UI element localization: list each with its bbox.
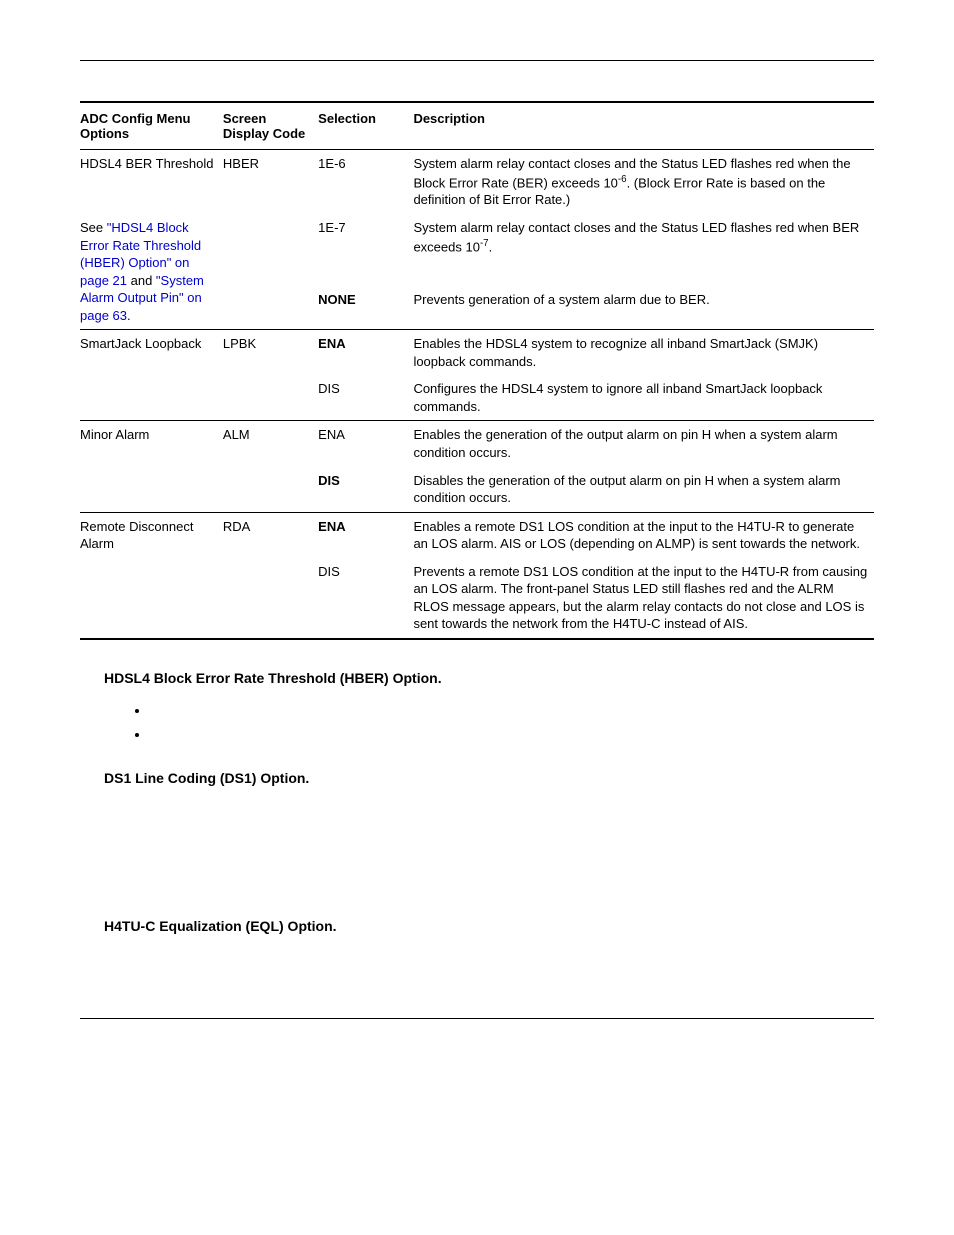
cell-option: SmartJack Loopback (80, 330, 223, 376)
section-heading-eql: H4TU-C Equalization (EQL) Option. (104, 918, 874, 934)
cell-display-code (223, 286, 318, 330)
bullet-item (150, 702, 874, 718)
cell-description: Disables the generation of the output al… (413, 467, 874, 513)
table-group: Minor AlarmALMENAEnables the generation … (80, 421, 874, 512)
cell-option (80, 467, 223, 513)
cell-description: Enables a remote DS1 LOS condition at th… (413, 512, 874, 558)
cell-selection: 1E-6 (318, 150, 413, 214)
bullet-list-hber (150, 702, 874, 742)
cell-selection: DIS (318, 467, 413, 513)
cell-display-code: HBER (223, 150, 318, 214)
cell-selection: ENA (318, 512, 413, 558)
cell-selection: 1E-7 (318, 214, 413, 286)
header-display-code: Screen Display Code (223, 102, 318, 150)
top-horizontal-rule (80, 60, 874, 61)
cell-display-code: RDA (223, 512, 318, 558)
cell-description: System alarm relay contact closes and th… (413, 150, 874, 214)
cell-description: Enables the HDSL4 system to recognize al… (413, 330, 874, 376)
header-options: ADC Config Menu Options (80, 102, 223, 150)
table-row: HDSL4 BER ThresholdHBER1E-6System alarm … (80, 150, 874, 214)
cell-selection: DIS (318, 375, 413, 421)
table-header-row: ADC Config Menu Options Screen Display C… (80, 102, 874, 150)
table-row: SmartJack LoopbackLPBKENAEnables the HDS… (80, 330, 874, 376)
table-row: See "HDSL4 Block Error Rate Threshold (H… (80, 214, 874, 286)
cell-description: Configures the HDSL4 system to ignore al… (413, 375, 874, 421)
cell-description: Prevents generation of a system alarm du… (413, 286, 874, 330)
cell-option (80, 375, 223, 421)
cell-display-code (223, 214, 318, 286)
cell-display-code (223, 558, 318, 639)
config-options-table: ADC Config Menu Options Screen Display C… (80, 101, 874, 640)
cell-selection: DIS (318, 558, 413, 639)
cell-option: Remote Disconnect Alarm (80, 512, 223, 558)
table-group: SmartJack LoopbackLPBKENAEnables the HDS… (80, 330, 874, 421)
table-row: DISDisables the generation of the output… (80, 467, 874, 513)
bottom-horizontal-rule (80, 1018, 874, 1019)
cell-selection: NONE (318, 286, 413, 330)
cell-selection: ENA (318, 330, 413, 376)
table-group: Remote Disconnect AlarmRDAENAEnables a r… (80, 512, 874, 639)
table-row: Remote Disconnect AlarmRDAENAEnables a r… (80, 512, 874, 558)
superscript: -7 (480, 238, 489, 249)
header-description: Description (413, 102, 874, 150)
cell-display-code: ALM (223, 421, 318, 467)
cell-option: HDSL4 BER Threshold (80, 150, 223, 214)
cell-option (80, 558, 223, 639)
cell-selection: ENA (318, 421, 413, 467)
cell-display-code: LPBK (223, 330, 318, 376)
section-heading-ds1: DS1 Line Coding (DS1) Option. (104, 770, 874, 786)
cell-description: Enables the generation of the output ala… (413, 421, 874, 467)
table-row: DISConfigures the HDSL4 system to ignore… (80, 375, 874, 421)
table-group: HDSL4 BER ThresholdHBER1E-6System alarm … (80, 150, 874, 330)
bullet-item (150, 726, 874, 742)
section-heading-hber: HDSL4 Block Error Rate Threshold (HBER) … (104, 670, 874, 686)
cell-description: System alarm relay contact closes and th… (413, 214, 874, 286)
cell-option: Minor Alarm (80, 421, 223, 467)
cell-display-code (223, 467, 318, 513)
cell-option: See "HDSL4 Block Error Rate Threshold (H… (80, 214, 223, 330)
cell-display-code (223, 375, 318, 421)
cell-description: Prevents a remote DS1 LOS condition at t… (413, 558, 874, 639)
table-row: DISPrevents a remote DS1 LOS condition a… (80, 558, 874, 639)
superscript: -6 (618, 174, 627, 185)
header-selection: Selection (318, 102, 413, 150)
table-row: Minor AlarmALMENAEnables the generation … (80, 421, 874, 467)
